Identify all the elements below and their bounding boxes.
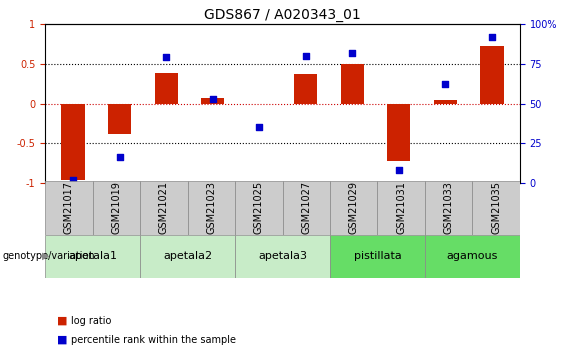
Bar: [62, 104, 85, 180]
Bar: [140, 181, 188, 235]
Text: GSM21029: GSM21029: [349, 181, 359, 234]
Bar: [282, 181, 330, 235]
Bar: [93, 181, 140, 235]
Bar: [188, 181, 235, 235]
Point: [394, 167, 403, 173]
Bar: [235, 181, 282, 235]
Bar: [387, 104, 410, 161]
Point: [208, 96, 217, 101]
Bar: [434, 100, 457, 104]
Bar: [155, 73, 178, 104]
Text: ▶: ▶: [42, 251, 49, 261]
Bar: [45, 235, 140, 278]
Bar: [425, 181, 472, 235]
Bar: [108, 104, 131, 134]
Bar: [330, 235, 425, 278]
Text: ■: ■: [56, 335, 67, 345]
Bar: [330, 181, 377, 235]
Bar: [377, 181, 425, 235]
Text: agamous: agamous: [447, 251, 498, 261]
Bar: [480, 46, 503, 104]
Bar: [201, 98, 224, 104]
Text: GSM21031: GSM21031: [396, 181, 406, 234]
Text: genotype/variation: genotype/variation: [3, 251, 95, 261]
Text: GSM21023: GSM21023: [206, 181, 216, 234]
Text: GSM21035: GSM21035: [491, 181, 501, 234]
Text: pistillata: pistillata: [354, 251, 401, 261]
Text: log ratio: log ratio: [71, 316, 111, 326]
Text: apetala3: apetala3: [258, 251, 307, 261]
Point: [68, 177, 77, 183]
Point: [348, 50, 357, 56]
Text: GSM21017: GSM21017: [64, 181, 74, 234]
Bar: [425, 235, 520, 278]
Title: GDS867 / A020343_01: GDS867 / A020343_01: [204, 8, 361, 22]
Text: percentile rank within the sample: percentile rank within the sample: [71, 335, 236, 345]
Bar: [341, 64, 364, 104]
Bar: [235, 235, 330, 278]
Point: [301, 53, 310, 59]
Text: apetala2: apetala2: [163, 251, 212, 261]
Text: GSM21025: GSM21025: [254, 181, 264, 234]
Point: [255, 125, 264, 130]
Text: GSM21019: GSM21019: [111, 181, 121, 234]
Point: [441, 82, 450, 87]
Bar: [472, 181, 520, 235]
Point: [162, 55, 171, 60]
Text: GSM21033: GSM21033: [444, 181, 454, 234]
Bar: [45, 181, 93, 235]
Text: GSM21027: GSM21027: [301, 181, 311, 234]
Text: GSM21021: GSM21021: [159, 181, 169, 234]
Bar: [294, 74, 318, 104]
Text: apetala1: apetala1: [68, 251, 117, 261]
Text: ■: ■: [56, 316, 67, 326]
Point: [488, 34, 497, 40]
Point: [115, 155, 124, 160]
Bar: [140, 235, 235, 278]
